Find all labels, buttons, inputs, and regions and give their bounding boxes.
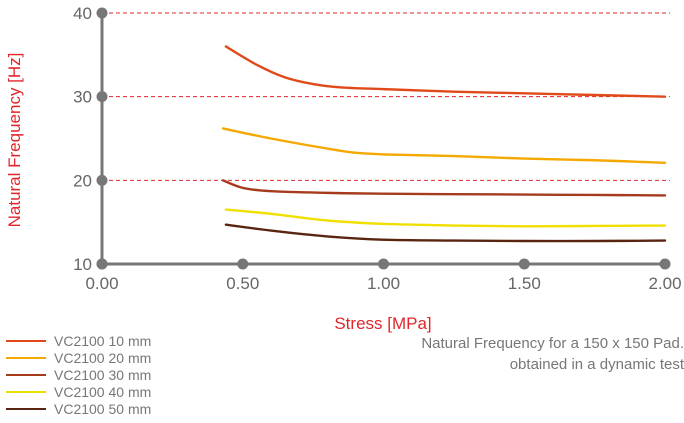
gridlines <box>102 12 670 181</box>
series-line-4 <box>224 223 667 243</box>
legend-item-2: VC2100 30 mm <box>6 366 151 383</box>
axes <box>96 7 671 270</box>
x-tick-marker-1 <box>237 258 249 270</box>
legend-label-4: VC2100 50 mm <box>54 400 152 417</box>
caption-line-2: obtained in a dynamic test <box>509 356 684 373</box>
x-tick-label-3: 1.50 <box>508 274 541 293</box>
y-tick-marker-3 <box>96 7 108 19</box>
legend-label-1: VC2100 20 mm <box>54 349 152 366</box>
legend-swatch-4 <box>6 407 46 410</box>
legend-item-3: VC2100 40 mm <box>6 383 151 400</box>
y-tick-marker-0 <box>96 258 108 270</box>
chart-caption: Natural Frequency for a 150 x 150 Pad. o… <box>284 333 684 375</box>
x-tick-marker-4 <box>659 258 671 270</box>
series-line-2 <box>221 179 667 197</box>
legend: VC2100 10 mm VC2100 20 mm VC2100 30 mm VC21… <box>6 332 151 417</box>
legend-label-0: VC2100 10 mm <box>54 332 152 349</box>
y-tick-label-0: 10 <box>73 255 92 274</box>
legend-swatch-2 <box>6 373 46 376</box>
legend-swatch-1 <box>6 356 46 359</box>
y-tick-label-2: 30 <box>73 88 92 107</box>
legend-swatch-0 <box>6 339 46 342</box>
legend-item-0: VC2100 10 mm <box>6 332 151 349</box>
series-line-0 <box>224 45 667 98</box>
x-tick-label-1: 0.50 <box>226 274 259 293</box>
y-tick-label-3: 40 <box>73 4 92 23</box>
x-tick-label-0: 0.00 <box>85 274 118 293</box>
legend-item-4: VC2100 50 mm <box>6 400 151 417</box>
x-tick-label-4: 2.00 <box>648 274 681 293</box>
y-tick-marker-1 <box>96 174 108 186</box>
legend-label-3: VC2100 40 mm <box>54 383 152 400</box>
series-line-1 <box>221 127 667 164</box>
tick-labels: 0.00 0.50 1.00 1.50 2.00 10 20 30 40 <box>73 4 681 293</box>
series-line-3 <box>224 208 667 228</box>
y-tick-label-1: 20 <box>73 171 92 190</box>
x-tick-label-2: 1.00 <box>367 274 400 293</box>
caption-line-1: Natural Frequency for a 150 x 150 Pad. <box>421 335 684 352</box>
x-tick-marker-3 <box>518 258 530 270</box>
y-axis-title: Natural Frequency [Hz] <box>5 53 24 228</box>
legend-swatch-3 <box>6 390 46 393</box>
legend-item-1: VC2100 20 mm <box>6 349 151 366</box>
x-tick-marker-2 <box>378 258 389 270</box>
legend-label-2: VC2100 30 mm <box>54 366 152 383</box>
x-axis-title: Stress [MPa] <box>334 314 431 333</box>
series-lines <box>221 45 667 243</box>
y-tick-marker-2 <box>96 91 108 103</box>
